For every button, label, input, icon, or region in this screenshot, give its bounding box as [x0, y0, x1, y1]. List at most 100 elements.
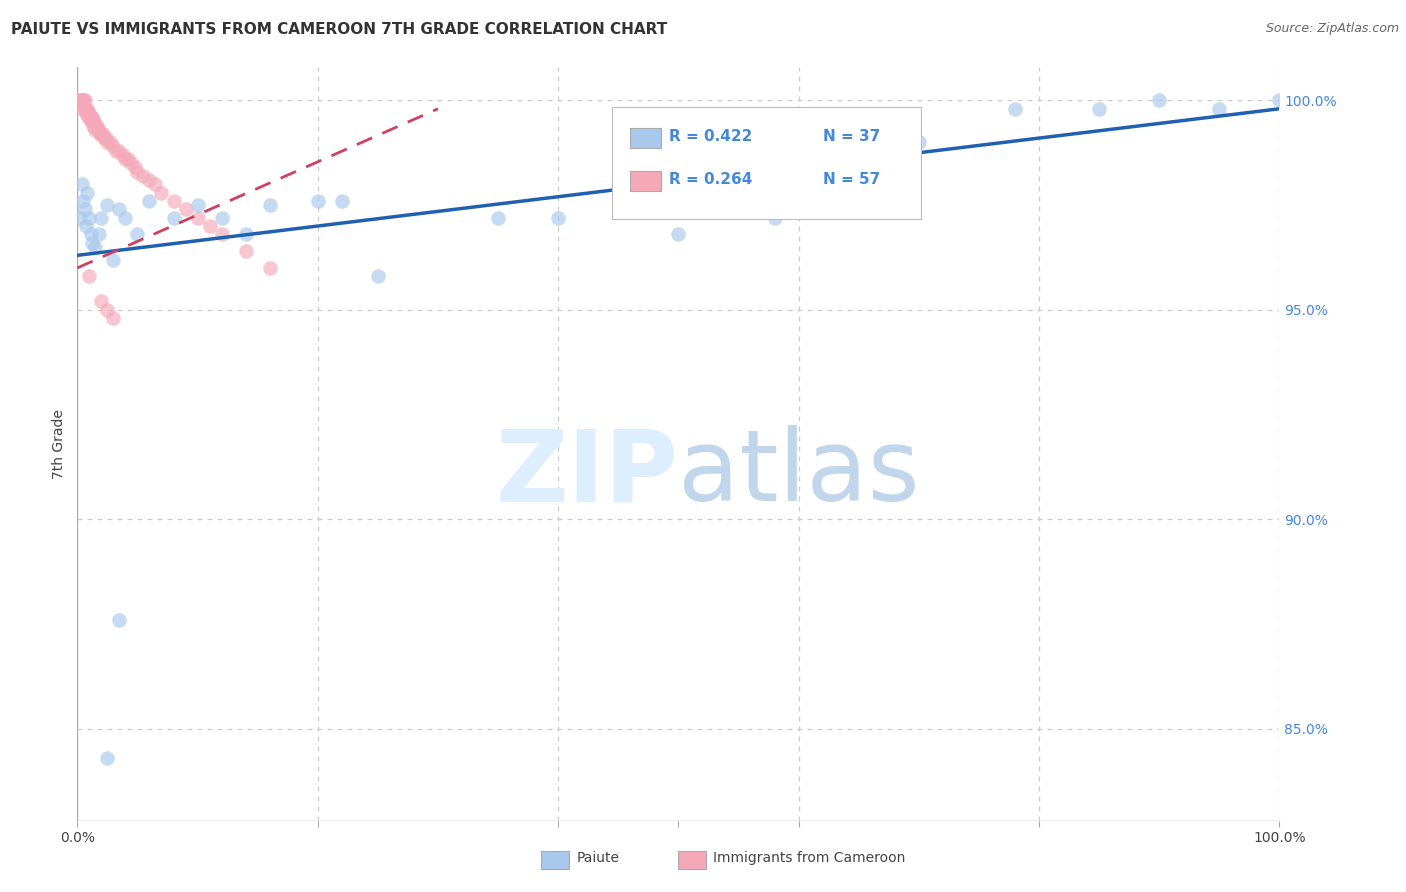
Point [73, 102, 96, 116]
Text: N = 37: N = 37 [823, 129, 880, 144]
Point [108, 613, 131, 627]
Point [77, 106, 100, 120]
Point [211, 211, 233, 225]
Point [103, 139, 125, 153]
Point [132, 169, 155, 183]
Text: Source: ZipAtlas.com: Source: ZipAtlas.com [1265, 22, 1399, 36]
Point [96, 302, 118, 317]
Point [72, 194, 94, 208]
Point [103, 252, 125, 267]
Point [70, 94, 93, 108]
Point [668, 227, 690, 242]
Point [75, 106, 97, 120]
Point [307, 194, 329, 208]
Point [1208, 102, 1230, 116]
Point [186, 211, 209, 225]
Text: Immigrants from Cameroon: Immigrants from Cameroon [713, 851, 905, 865]
Point [114, 211, 136, 225]
Point [72, 94, 94, 108]
Point [96, 131, 118, 145]
Point [235, 227, 257, 242]
Point [120, 156, 142, 170]
Point [235, 244, 257, 259]
Point [162, 194, 184, 208]
Point [70, 94, 93, 108]
Point [77, 110, 100, 124]
Point [124, 161, 146, 175]
Y-axis label: 7th Grade: 7th Grade [52, 409, 66, 479]
Point [69, 211, 91, 225]
Point [908, 136, 931, 150]
Point [486, 211, 509, 225]
Text: R = 0.264: R = 0.264 [669, 172, 752, 186]
Point [90, 211, 112, 225]
Point [76, 106, 98, 120]
Point [108, 144, 131, 158]
Point [198, 219, 221, 233]
Point [186, 198, 209, 212]
Point [69, 94, 91, 108]
Point [91, 127, 114, 141]
Point [79, 110, 101, 124]
Point [96, 198, 118, 212]
Text: Paiute: Paiute [576, 851, 620, 865]
Point [93, 131, 115, 145]
Point [90, 127, 112, 141]
Point [763, 211, 786, 225]
Point [79, 227, 101, 242]
Point [72, 102, 94, 116]
Point [90, 294, 112, 309]
Point [103, 311, 125, 326]
Point [117, 152, 139, 166]
Point [811, 177, 834, 191]
Point [96, 136, 118, 150]
Point [80, 114, 103, 128]
Point [79, 114, 101, 128]
Point [114, 152, 136, 166]
Point [145, 177, 167, 191]
Point [80, 110, 103, 124]
Point [76, 102, 98, 116]
Point [259, 260, 281, 275]
Point [174, 202, 197, 217]
Point [79, 211, 101, 225]
Point [111, 148, 134, 162]
Point [259, 198, 281, 212]
Point [73, 94, 96, 108]
Point [98, 136, 121, 150]
Point [76, 186, 98, 200]
Point [330, 194, 353, 208]
Point [1268, 94, 1291, 108]
Point [87, 227, 110, 242]
Point [96, 751, 118, 765]
Point [1088, 102, 1111, 116]
Text: atlas: atlas [679, 425, 920, 523]
Point [150, 186, 173, 200]
Point [84, 122, 107, 136]
Point [82, 114, 104, 128]
Point [89, 127, 111, 141]
Point [87, 122, 110, 136]
Point [70, 177, 93, 191]
Point [87, 122, 110, 136]
Point [80, 235, 103, 250]
Point [72, 94, 94, 108]
Point [138, 194, 160, 208]
Point [367, 269, 389, 284]
Point [75, 102, 97, 116]
Text: PAIUTE VS IMMIGRANTS FROM CAMEROON 7TH GRADE CORRELATION CHART: PAIUTE VS IMMIGRANTS FROM CAMEROON 7TH G… [11, 22, 668, 37]
Point [1149, 94, 1171, 108]
Point [138, 173, 160, 187]
Point [79, 106, 101, 120]
Point [1004, 102, 1026, 116]
Point [73, 202, 96, 217]
Point [79, 110, 101, 124]
Point [86, 119, 108, 133]
Point [83, 114, 105, 128]
Point [211, 227, 233, 242]
Point [127, 164, 149, 178]
Text: ZIP: ZIP [495, 425, 679, 523]
Point [127, 227, 149, 242]
Point [547, 211, 569, 225]
Point [79, 269, 101, 284]
